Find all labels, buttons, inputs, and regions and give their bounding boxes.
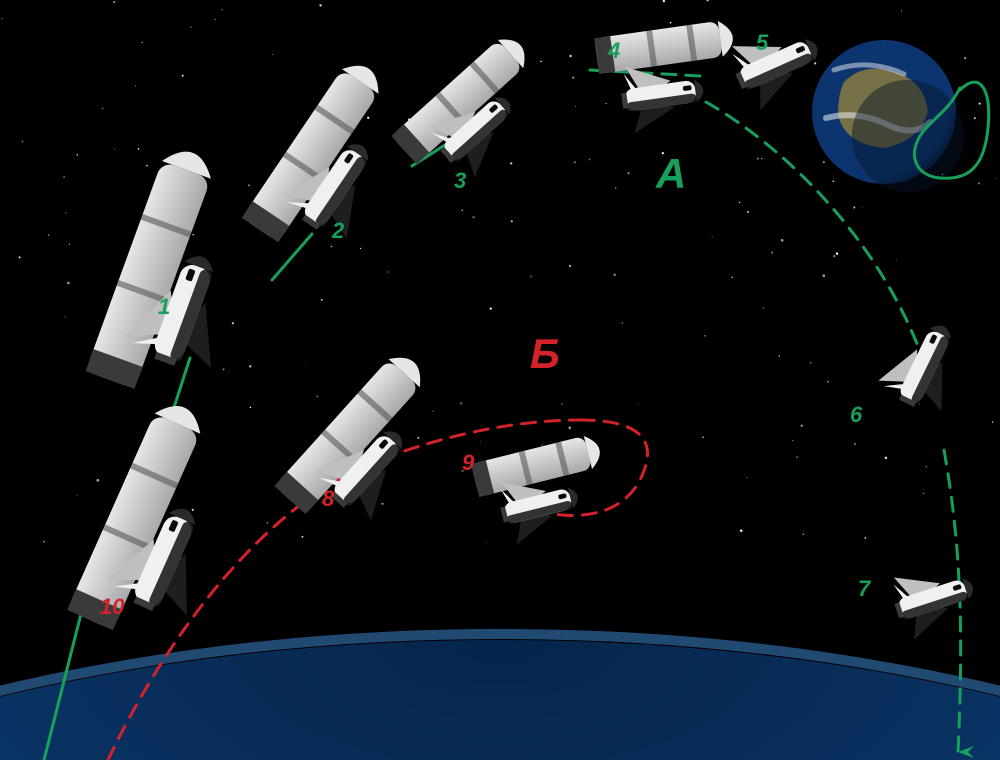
trajectory-diagram: 12345678910АБ xyxy=(0,0,1000,760)
